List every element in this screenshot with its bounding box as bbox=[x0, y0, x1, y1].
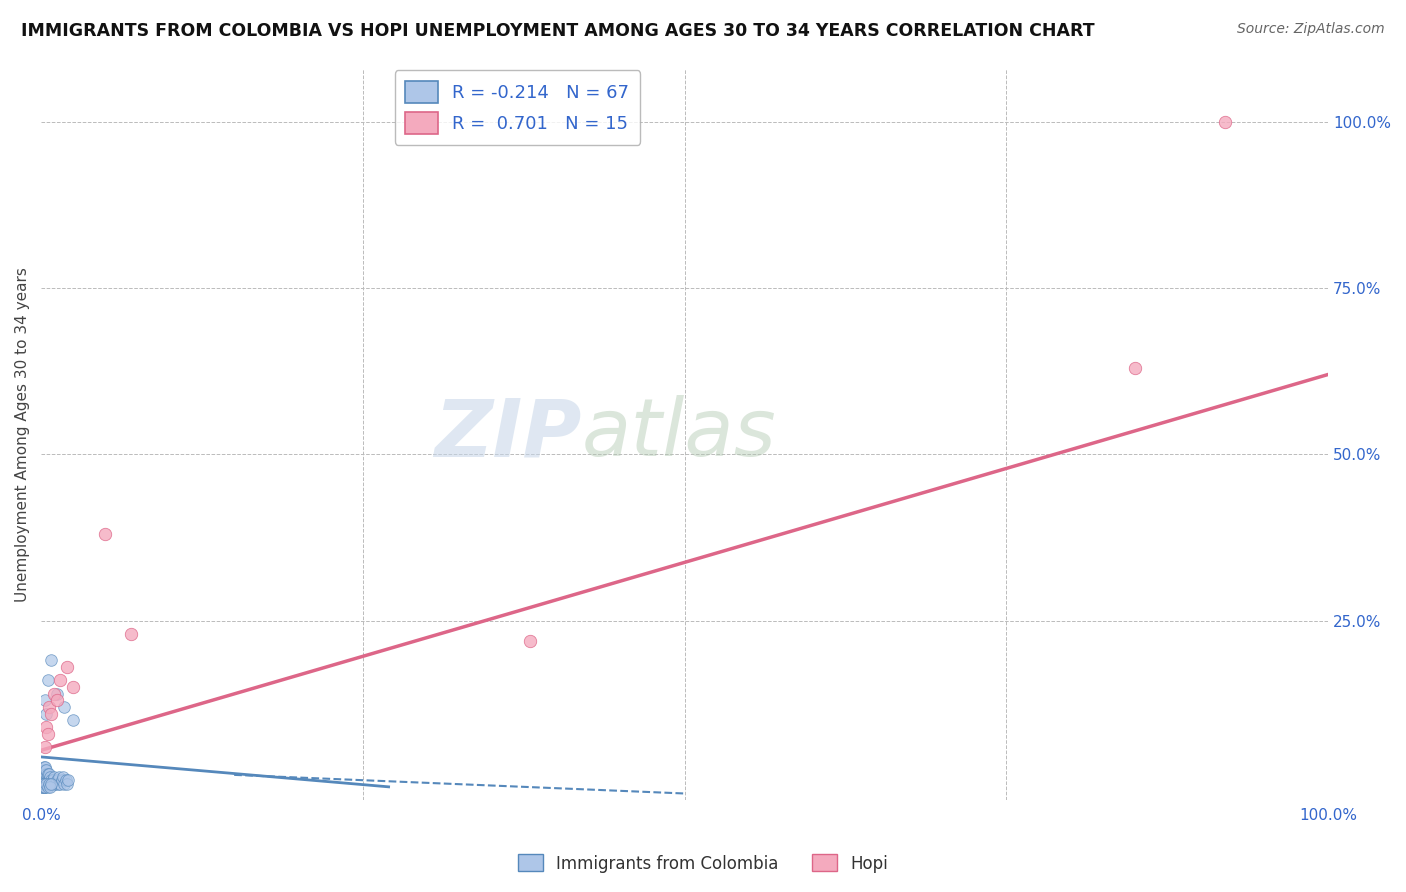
Point bbox=[32, 780, 55, 794]
Point bbox=[32, 763, 55, 777]
Point bbox=[52, 770, 75, 784]
Point bbox=[42, 776, 65, 790]
Point bbox=[49, 673, 72, 688]
Point bbox=[41, 706, 63, 721]
Point bbox=[32, 760, 55, 774]
Point bbox=[35, 770, 58, 784]
Point bbox=[38, 776, 60, 790]
Point bbox=[37, 773, 59, 788]
Point bbox=[41, 776, 63, 790]
Point bbox=[34, 773, 56, 788]
Point bbox=[53, 776, 76, 790]
Point bbox=[31, 776, 53, 790]
Point bbox=[35, 776, 58, 790]
Point bbox=[37, 726, 59, 740]
Point bbox=[31, 780, 53, 794]
Point bbox=[39, 776, 62, 790]
Point bbox=[31, 776, 53, 790]
Point bbox=[31, 770, 53, 784]
Point bbox=[35, 763, 58, 777]
Point bbox=[31, 766, 53, 780]
Point bbox=[42, 770, 65, 784]
Point bbox=[34, 693, 56, 707]
Legend: R = -0.214   N = 67, R =  0.701   N = 15: R = -0.214 N = 67, R = 0.701 N = 15 bbox=[395, 70, 640, 145]
Text: ZIP: ZIP bbox=[434, 395, 582, 474]
Text: atlas: atlas bbox=[582, 395, 776, 474]
Point bbox=[38, 773, 60, 788]
Point bbox=[32, 770, 55, 784]
Point bbox=[38, 766, 60, 780]
Point bbox=[35, 773, 58, 788]
Point bbox=[51, 773, 73, 788]
Point bbox=[34, 780, 56, 794]
Point bbox=[62, 680, 84, 694]
Point bbox=[38, 700, 60, 714]
Point bbox=[34, 760, 56, 774]
Point bbox=[34, 776, 56, 790]
Point bbox=[41, 773, 63, 788]
Point bbox=[49, 776, 72, 790]
Point bbox=[44, 776, 66, 790]
Point bbox=[31, 780, 53, 794]
Point bbox=[1123, 360, 1146, 375]
Point bbox=[35, 720, 58, 734]
Point bbox=[41, 773, 63, 788]
Point bbox=[37, 673, 59, 688]
Point bbox=[519, 633, 541, 648]
Point bbox=[35, 776, 58, 790]
Point bbox=[1213, 114, 1236, 128]
Point bbox=[34, 780, 56, 794]
Point bbox=[39, 770, 62, 784]
Text: Source: ZipAtlas.com: Source: ZipAtlas.com bbox=[1237, 22, 1385, 37]
Point bbox=[120, 627, 142, 641]
Y-axis label: Unemployment Among Ages 30 to 34 years: Unemployment Among Ages 30 to 34 years bbox=[15, 267, 30, 602]
Point bbox=[37, 776, 59, 790]
Point bbox=[32, 776, 55, 790]
Point bbox=[32, 766, 55, 780]
Point bbox=[45, 693, 67, 707]
Point bbox=[56, 776, 79, 790]
Point bbox=[56, 773, 79, 788]
Point bbox=[94, 527, 117, 541]
Point bbox=[39, 780, 62, 794]
Point bbox=[35, 766, 58, 780]
Point bbox=[34, 739, 56, 754]
Point bbox=[34, 766, 56, 780]
Point bbox=[41, 776, 63, 790]
Point bbox=[53, 700, 76, 714]
Point bbox=[46, 776, 69, 790]
Point bbox=[34, 770, 56, 784]
Point bbox=[41, 776, 63, 790]
Point bbox=[37, 770, 59, 784]
Point bbox=[55, 773, 77, 788]
Point bbox=[32, 776, 55, 790]
Point bbox=[38, 776, 60, 790]
Legend: Immigrants from Colombia, Hopi: Immigrants from Colombia, Hopi bbox=[512, 847, 894, 880]
Point bbox=[48, 770, 70, 784]
Point bbox=[37, 766, 59, 780]
Point bbox=[32, 780, 55, 794]
Point bbox=[35, 706, 58, 721]
Point bbox=[37, 780, 59, 794]
Point bbox=[45, 687, 67, 701]
Point bbox=[41, 653, 63, 667]
Point bbox=[45, 773, 67, 788]
Point bbox=[56, 660, 79, 674]
Text: IMMIGRANTS FROM COLOMBIA VS HOPI UNEMPLOYMENT AMONG AGES 30 TO 34 YEARS CORRELAT: IMMIGRANTS FROM COLOMBIA VS HOPI UNEMPLO… bbox=[21, 22, 1095, 40]
Point bbox=[62, 714, 84, 728]
Point bbox=[31, 773, 53, 788]
Point bbox=[42, 687, 65, 701]
Point bbox=[32, 773, 55, 788]
Point bbox=[34, 763, 56, 777]
